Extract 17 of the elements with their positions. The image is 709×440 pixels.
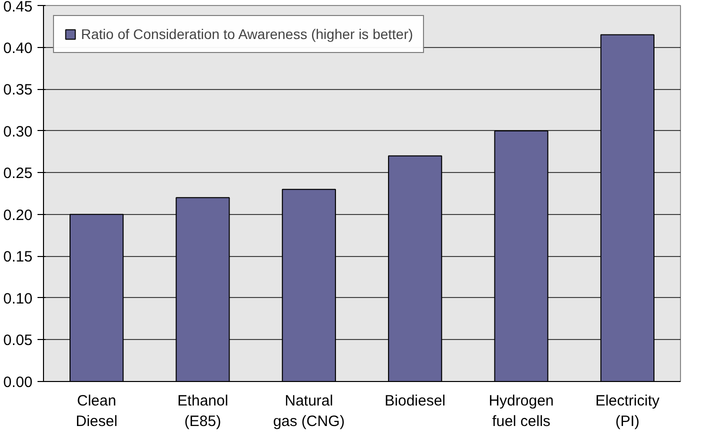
y-tick-label: 0.25 [3, 165, 33, 182]
x-tick-label: Biodiesel [384, 392, 446, 410]
x-tick-label: Natural gas (CNG) [273, 392, 345, 430]
y-tick-label: 0.05 [3, 332, 33, 350]
x-tick-label: Hydrogen fuel cells [488, 392, 554, 430]
x-tick-label: Electricity (PI) [595, 392, 660, 430]
y-tick-label: 0.30 [3, 123, 33, 140]
y-tick-label: 0.10 [3, 290, 33, 308]
y-tick-label: 0.35 [3, 82, 33, 99]
x-tick-label: Ethanol (E85) [177, 392, 228, 430]
y-tick-label: 0.20 [3, 206, 33, 224]
x-tick-label: Clean Diesel [76, 392, 118, 430]
y-tick-label: 0.45 [3, 0, 33, 16]
legend-label: Ratio of Consideration to Awareness (higher is better) [81, 26, 414, 42]
y-tick-label: 0.40 [3, 40, 33, 57]
y-tick-label: 0.00 [3, 374, 33, 391]
y-tick-label: 0.15 [3, 248, 33, 266]
